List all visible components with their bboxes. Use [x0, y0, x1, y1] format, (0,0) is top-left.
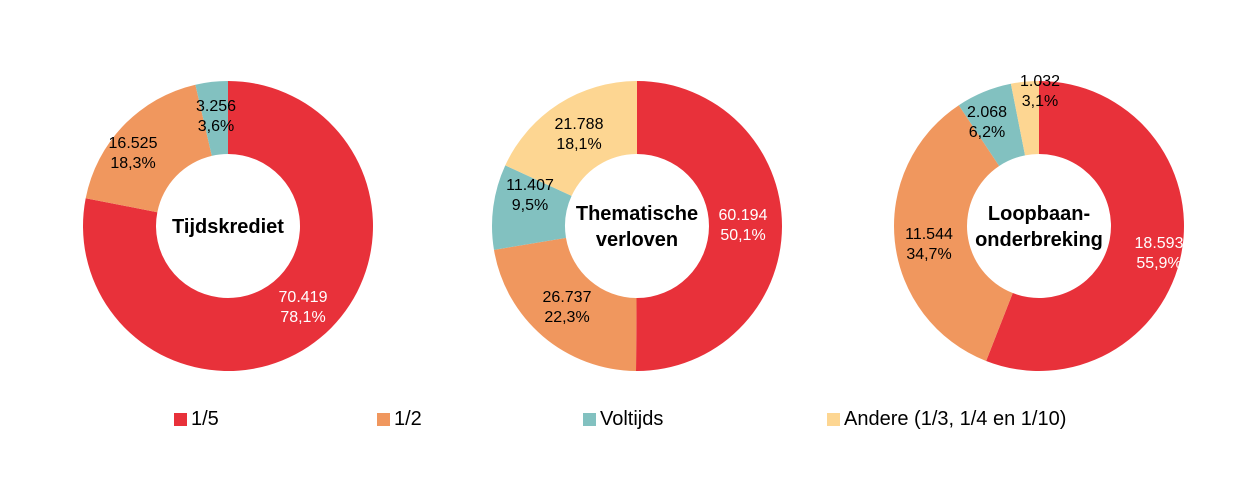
chart-title: Thematische [576, 203, 698, 225]
legend-swatch [827, 413, 840, 426]
pie-slice-3 [958, 83, 1026, 167]
pie-slice-3 [195, 81, 228, 156]
chart-title: onderbreking [975, 229, 1103, 251]
data-label: 3,1% [1022, 93, 1058, 110]
pie-slice-3 [492, 165, 572, 250]
legend-item-1-2: 1/2 [377, 408, 422, 431]
data-label: 1.032 [1020, 73, 1060, 90]
legend-label: 1/5 [191, 408, 219, 430]
legend-swatch [174, 413, 187, 426]
data-label: 18,3% [110, 155, 155, 172]
chart-title: Tijdskrediet [172, 216, 284, 238]
legend: 1/5 1/2 Voltijds Andere (1/3, 1/4 en 1/1… [0, 408, 1247, 438]
data-label: 21.788 [555, 116, 604, 133]
data-label: 50,1% [720, 227, 765, 244]
data-label: 11.407 [506, 177, 554, 194]
data-label: 55,9% [1136, 255, 1181, 272]
legend-swatch [583, 413, 596, 426]
pie-slice-2 [493, 237, 637, 371]
data-label: 3,6% [198, 118, 234, 135]
legend-label: Voltijds [600, 408, 664, 430]
data-label: 22,3% [544, 309, 589, 326]
data-label: 6,2% [969, 124, 1005, 141]
data-label: 78,1% [280, 309, 325, 326]
pie-slice-2 [893, 105, 1013, 362]
data-label: 34,7% [906, 246, 951, 263]
chart-title: Loopbaan- [988, 203, 1090, 225]
data-label: 18,1% [556, 136, 601, 153]
legend-item-1-5: 1/5 [174, 408, 219, 431]
data-label: 16.525 [109, 135, 158, 152]
pie-slice-1 [82, 81, 373, 371]
legend-item-voltijds: Voltijds [583, 408, 663, 431]
pie-slice-1 [636, 81, 783, 371]
legend-item-andere: Andere (1/3, 1/4 en 1/10) [827, 408, 1066, 431]
data-label: 26.737 [543, 289, 592, 306]
legend-label: 1/2 [394, 408, 422, 430]
legend-swatch [377, 413, 390, 426]
data-label: 2.068 [967, 104, 1007, 121]
data-label: 70.419 [279, 289, 328, 306]
legend-label: Andere (1/3, 1/4 en 1/10) [844, 408, 1067, 430]
chart-title: verloven [596, 229, 678, 251]
donut-charts: 70.419 78,1% 16.525 18,3% 3.256 3,6% Tijdskred… [82, 73, 1184, 372]
pie-slice-1 [986, 81, 1184, 372]
data-label: 9,5% [512, 197, 548, 214]
data-label: 60.194 [719, 207, 768, 224]
pie-slice-2 [85, 84, 212, 213]
data-label: 11.544 [905, 226, 953, 243]
pie-slice-4 [505, 81, 637, 196]
pie-slice-4 [1010, 81, 1039, 156]
data-label: 18.593 [1135, 235, 1184, 252]
data-label: 3.256 [196, 98, 236, 115]
